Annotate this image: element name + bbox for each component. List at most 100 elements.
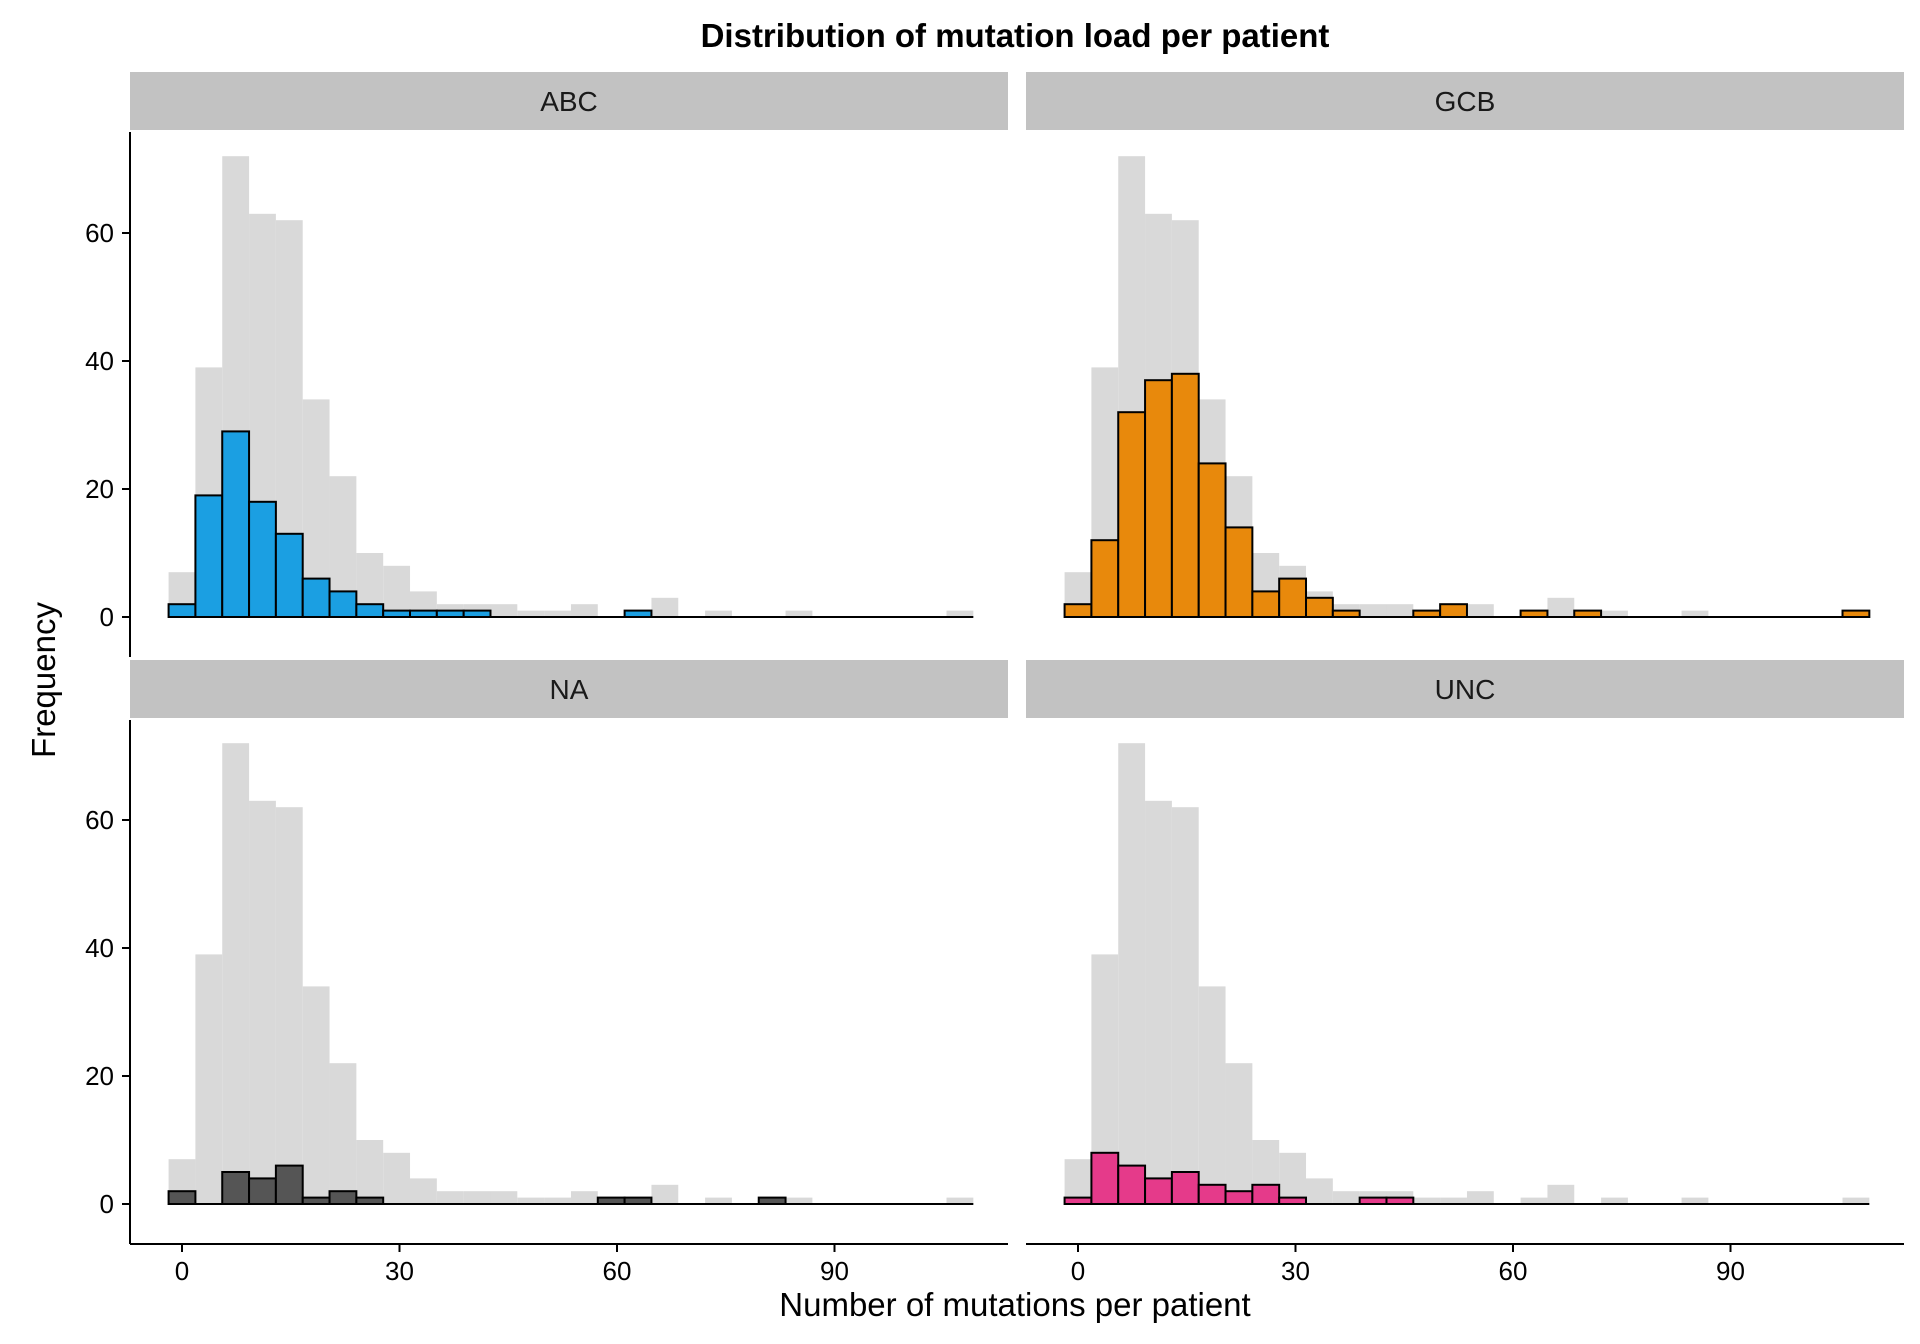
histogram-bar xyxy=(1144,1177,1173,1206)
background-bar xyxy=(410,1178,437,1204)
x-tick-label: 30 xyxy=(385,1256,414,1286)
facet-strip-label: UNC xyxy=(1435,674,1496,705)
background-bar xyxy=(1306,1178,1333,1204)
histogram-bar xyxy=(409,609,438,618)
histogram-bar xyxy=(301,577,331,618)
background-bar xyxy=(517,1197,545,1204)
background-bar xyxy=(1520,1197,1548,1204)
histogram-bar xyxy=(1224,526,1254,619)
background-bar xyxy=(1601,1197,1628,1204)
panel-gcb: GCB xyxy=(1026,72,1904,619)
histogram-bar xyxy=(462,609,492,618)
background-bar xyxy=(946,1197,974,1204)
histogram-bar xyxy=(1331,609,1361,618)
histogram-bar xyxy=(248,1177,277,1206)
background-bar xyxy=(1466,1191,1494,1204)
y-tick-label: 40 xyxy=(85,346,114,376)
background-bar xyxy=(651,597,679,617)
facet-strip xyxy=(130,72,1008,130)
histogram-bar xyxy=(221,430,251,618)
histogram-bar xyxy=(1519,609,1549,618)
facet-strip xyxy=(130,660,1008,718)
histogram-bar xyxy=(1439,603,1468,619)
background-bar xyxy=(946,610,974,617)
x-tick-label: 0 xyxy=(1071,1256,1085,1286)
histogram-bar xyxy=(328,590,358,619)
background-bar xyxy=(1145,800,1172,1204)
background-bar xyxy=(517,610,545,617)
histogram-bar xyxy=(167,1190,197,1205)
histogram-bar xyxy=(274,1164,304,1205)
histogram-bar xyxy=(1573,609,1603,618)
histogram-bar xyxy=(328,1190,358,1205)
histogram-bar xyxy=(301,1196,331,1205)
x-tick-label: 90 xyxy=(1716,1256,1745,1286)
facet-panels: ABC 0 20 40 60 GCB NA 0 20 40 60 0 30 60 90 UNC 0 30 60 90 xyxy=(85,72,1904,1286)
facet-strip-label: GCB xyxy=(1435,86,1496,117)
histogram-bar xyxy=(1385,1196,1415,1205)
background-bar xyxy=(463,1191,491,1204)
y-tick-label: 0 xyxy=(100,1189,114,1219)
background-bar xyxy=(249,800,276,1204)
histogram-bar xyxy=(167,603,197,619)
background-bar xyxy=(1118,743,1146,1204)
histogram-bar xyxy=(1224,1190,1254,1205)
background-bar xyxy=(490,604,518,617)
chart-title: Distribution of mutation load per patien… xyxy=(701,17,1330,54)
histogram-bar xyxy=(1090,539,1120,619)
panel-na: NA 0 20 40 60 0 30 60 90 xyxy=(85,660,1008,1286)
background-bar xyxy=(544,610,571,617)
background-bar xyxy=(1681,1197,1709,1204)
histogram-bar xyxy=(435,609,465,618)
facet-strip-label: ABC xyxy=(540,86,598,117)
background-bar xyxy=(1601,610,1628,617)
histogram-bar xyxy=(623,609,653,618)
background-bar xyxy=(1359,604,1387,617)
histogram-bar xyxy=(1170,372,1200,618)
background-bar xyxy=(570,1191,598,1204)
background-bar xyxy=(1198,986,1226,1204)
histogram-bar xyxy=(596,1196,626,1205)
background-bar xyxy=(1440,1197,1467,1204)
x-tick-label: 0 xyxy=(175,1256,189,1286)
histogram-bar xyxy=(355,603,385,619)
background-bar xyxy=(302,986,330,1204)
background-bar xyxy=(651,1184,679,1204)
histogram-bar xyxy=(1358,1196,1388,1205)
facet-strip xyxy=(1026,72,1904,130)
histogram-bar xyxy=(1090,1151,1120,1206)
histogram-bar xyxy=(274,532,304,618)
background-bar xyxy=(1225,1063,1253,1204)
background-bar xyxy=(1279,1152,1307,1204)
histogram-bar xyxy=(221,1171,251,1205)
histogram-bar xyxy=(1117,1164,1147,1205)
y-tick-label: 40 xyxy=(85,933,114,963)
histogram-bar xyxy=(1251,1183,1281,1206)
histogram-bar xyxy=(1278,577,1308,618)
histogram-bar xyxy=(1197,1183,1227,1206)
background-bar xyxy=(1171,807,1199,1204)
y-tick-label: 0 xyxy=(100,602,114,632)
background-bar xyxy=(1332,1191,1360,1204)
background-bar xyxy=(195,954,223,1204)
background-bar xyxy=(705,610,732,617)
y-tick-label: 60 xyxy=(85,805,114,835)
x-tick-label: 60 xyxy=(603,1256,632,1286)
background-bar xyxy=(1842,1197,1870,1204)
background-bar xyxy=(570,604,598,617)
histogram-bar xyxy=(623,1196,653,1205)
histogram-bar xyxy=(1144,379,1173,619)
histogram-bar xyxy=(355,1196,385,1205)
background-bar xyxy=(1547,597,1575,617)
panel-unc: UNC 0 30 60 90 xyxy=(1026,660,1904,1286)
background-bar xyxy=(1681,610,1709,617)
background-bar xyxy=(785,610,813,617)
histogram-bar xyxy=(1278,1196,1308,1205)
y-axis-title: Frequency xyxy=(25,602,62,758)
histogram-bar xyxy=(1412,609,1442,618)
x-tick-label: 90 xyxy=(820,1256,849,1286)
histogram-bar xyxy=(1063,1196,1093,1205)
x-axis-title: Number of mutations per patient xyxy=(779,1286,1250,1323)
background-bar xyxy=(275,807,303,1204)
background-bar xyxy=(1413,1197,1441,1204)
